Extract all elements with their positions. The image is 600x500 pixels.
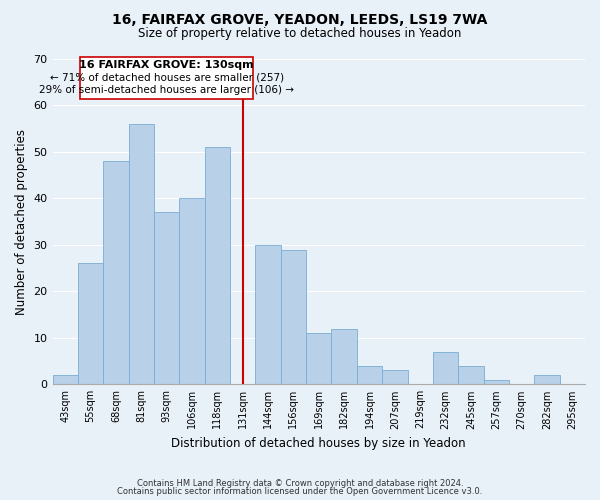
Bar [103, 161, 128, 384]
Text: 29% of semi-detached houses are larger (106) →: 29% of semi-detached houses are larger (… [39, 86, 294, 96]
Bar [78, 264, 103, 384]
Text: 16, FAIRFAX GROVE, YEADON, LEEDS, LS19 7WA: 16, FAIRFAX GROVE, YEADON, LEEDS, LS19 7… [112, 12, 488, 26]
X-axis label: Distribution of detached houses by size in Yeadon: Distribution of detached houses by size … [172, 437, 466, 450]
Bar [331, 328, 357, 384]
Y-axis label: Number of detached properties: Number of detached properties [15, 128, 28, 314]
Bar [179, 198, 205, 384]
Bar [53, 375, 78, 384]
Bar [256, 245, 281, 384]
Bar [281, 250, 306, 384]
Bar [205, 148, 230, 384]
Bar [154, 212, 179, 384]
Bar [382, 370, 407, 384]
Text: ← 71% of detached houses are smaller (257): ← 71% of detached houses are smaller (25… [50, 73, 284, 83]
Bar [458, 366, 484, 384]
Bar [484, 380, 509, 384]
Text: Contains public sector information licensed under the Open Government Licence v3: Contains public sector information licen… [118, 487, 482, 496]
Bar [433, 352, 458, 384]
Bar [306, 333, 331, 384]
Text: Size of property relative to detached houses in Yeadon: Size of property relative to detached ho… [139, 28, 461, 40]
Bar [128, 124, 154, 384]
Text: Contains HM Land Registry data © Crown copyright and database right 2024.: Contains HM Land Registry data © Crown c… [137, 478, 463, 488]
Bar [80, 56, 253, 98]
Text: 16 FAIRFAX GROVE: 130sqm: 16 FAIRFAX GROVE: 130sqm [79, 60, 254, 70]
Bar [357, 366, 382, 384]
Bar [534, 375, 560, 384]
